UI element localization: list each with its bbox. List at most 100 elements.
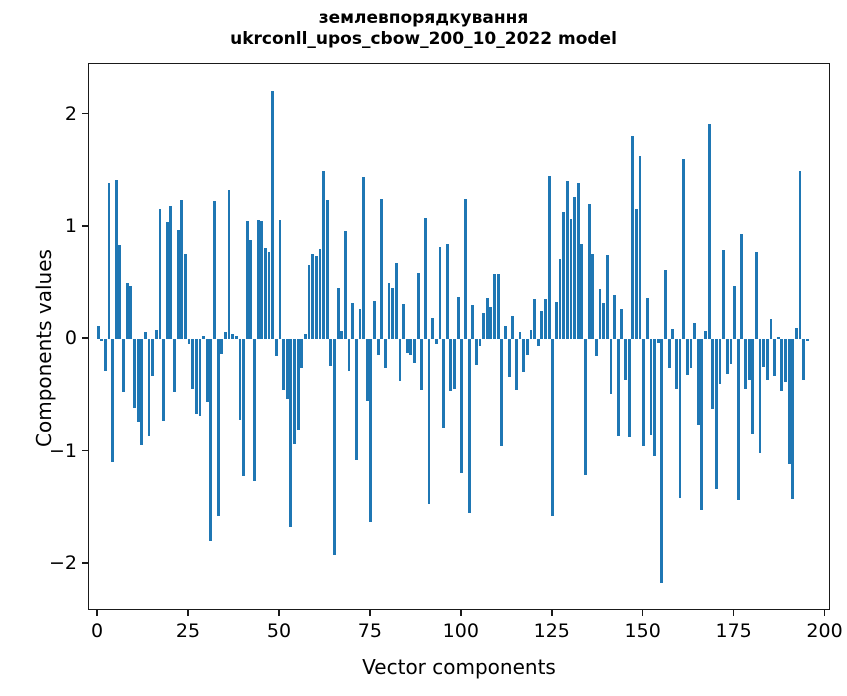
bar xyxy=(653,339,656,456)
bar xyxy=(369,339,373,523)
bar xyxy=(340,331,344,340)
bar xyxy=(467,339,471,514)
bar xyxy=(140,339,144,445)
bar xyxy=(405,339,409,353)
bar xyxy=(129,286,133,340)
bar xyxy=(362,177,366,340)
bar xyxy=(96,325,100,340)
bar xyxy=(231,333,235,340)
bar xyxy=(554,302,558,340)
x-tick-label: 200 xyxy=(806,620,843,642)
chart-title: землевпорядкування ukrconll_upos_cbow_20… xyxy=(230,8,617,49)
bar xyxy=(333,339,336,555)
bar xyxy=(438,247,442,340)
bar xyxy=(802,339,806,380)
x-tick-mark xyxy=(460,610,462,616)
bar xyxy=(249,240,253,340)
bar xyxy=(165,222,169,340)
bar xyxy=(533,298,536,340)
bar xyxy=(424,217,427,340)
bar xyxy=(453,339,456,389)
x-tick-mark xyxy=(823,610,826,616)
bar xyxy=(114,179,118,340)
x-tick-mark xyxy=(369,610,371,616)
bar xyxy=(125,283,129,340)
y-tick-label: 0 xyxy=(64,327,77,350)
bar xyxy=(216,339,220,516)
bar xyxy=(504,325,507,340)
bar xyxy=(205,339,209,403)
bar xyxy=(234,335,238,340)
bar xyxy=(344,231,347,340)
bar xyxy=(769,318,773,340)
bar xyxy=(493,274,496,340)
bar xyxy=(118,244,122,340)
bar xyxy=(776,336,780,340)
bar xyxy=(384,339,387,369)
x-tick-label: 175 xyxy=(715,620,752,642)
bar xyxy=(336,287,340,340)
bar xyxy=(773,339,777,377)
bar xyxy=(514,339,518,390)
bar xyxy=(660,339,664,583)
bar xyxy=(194,339,198,415)
bar xyxy=(780,339,784,391)
bar xyxy=(376,339,380,355)
bar xyxy=(263,248,267,340)
bar xyxy=(634,208,638,340)
bar xyxy=(460,339,464,473)
bar xyxy=(674,339,678,389)
bar xyxy=(223,332,227,340)
bar xyxy=(176,230,180,340)
x-tick-label: 75 xyxy=(357,620,382,642)
bar xyxy=(751,339,755,434)
bar xyxy=(213,201,216,340)
bar xyxy=(325,199,329,340)
bar xyxy=(402,304,406,340)
bar xyxy=(791,339,795,499)
bar xyxy=(704,331,707,340)
bar xyxy=(416,272,420,340)
bar xyxy=(518,332,522,340)
bar xyxy=(242,339,245,477)
bar xyxy=(736,339,740,500)
bar xyxy=(169,205,173,340)
bar xyxy=(569,219,573,340)
bar xyxy=(285,339,289,399)
bar xyxy=(445,243,449,340)
bar xyxy=(576,183,580,340)
bar xyxy=(613,295,616,340)
bar xyxy=(198,339,202,416)
bar xyxy=(540,311,544,340)
bar xyxy=(274,339,278,357)
bar xyxy=(500,339,504,446)
bar xyxy=(682,159,686,340)
bar xyxy=(609,339,613,395)
bar xyxy=(587,204,591,340)
y-tick-label: 2 xyxy=(64,102,77,125)
bar xyxy=(209,339,213,542)
bar xyxy=(685,339,689,376)
bar xyxy=(805,339,809,342)
bar xyxy=(471,305,475,340)
bar xyxy=(434,339,438,344)
bar xyxy=(707,123,711,340)
bar xyxy=(649,339,653,435)
x-tick-mark xyxy=(96,610,98,616)
bar xyxy=(631,135,635,340)
bar xyxy=(314,256,318,340)
bar xyxy=(525,339,529,355)
bar xyxy=(187,339,191,344)
bar xyxy=(667,339,671,369)
bar xyxy=(398,339,402,381)
bar xyxy=(183,253,187,340)
bar xyxy=(762,339,766,368)
bar xyxy=(616,339,620,436)
bar xyxy=(547,176,551,340)
bar xyxy=(191,339,195,389)
bar xyxy=(380,198,384,340)
bar xyxy=(489,306,493,340)
bar xyxy=(671,329,675,340)
bar xyxy=(271,90,275,340)
bar xyxy=(485,297,489,340)
